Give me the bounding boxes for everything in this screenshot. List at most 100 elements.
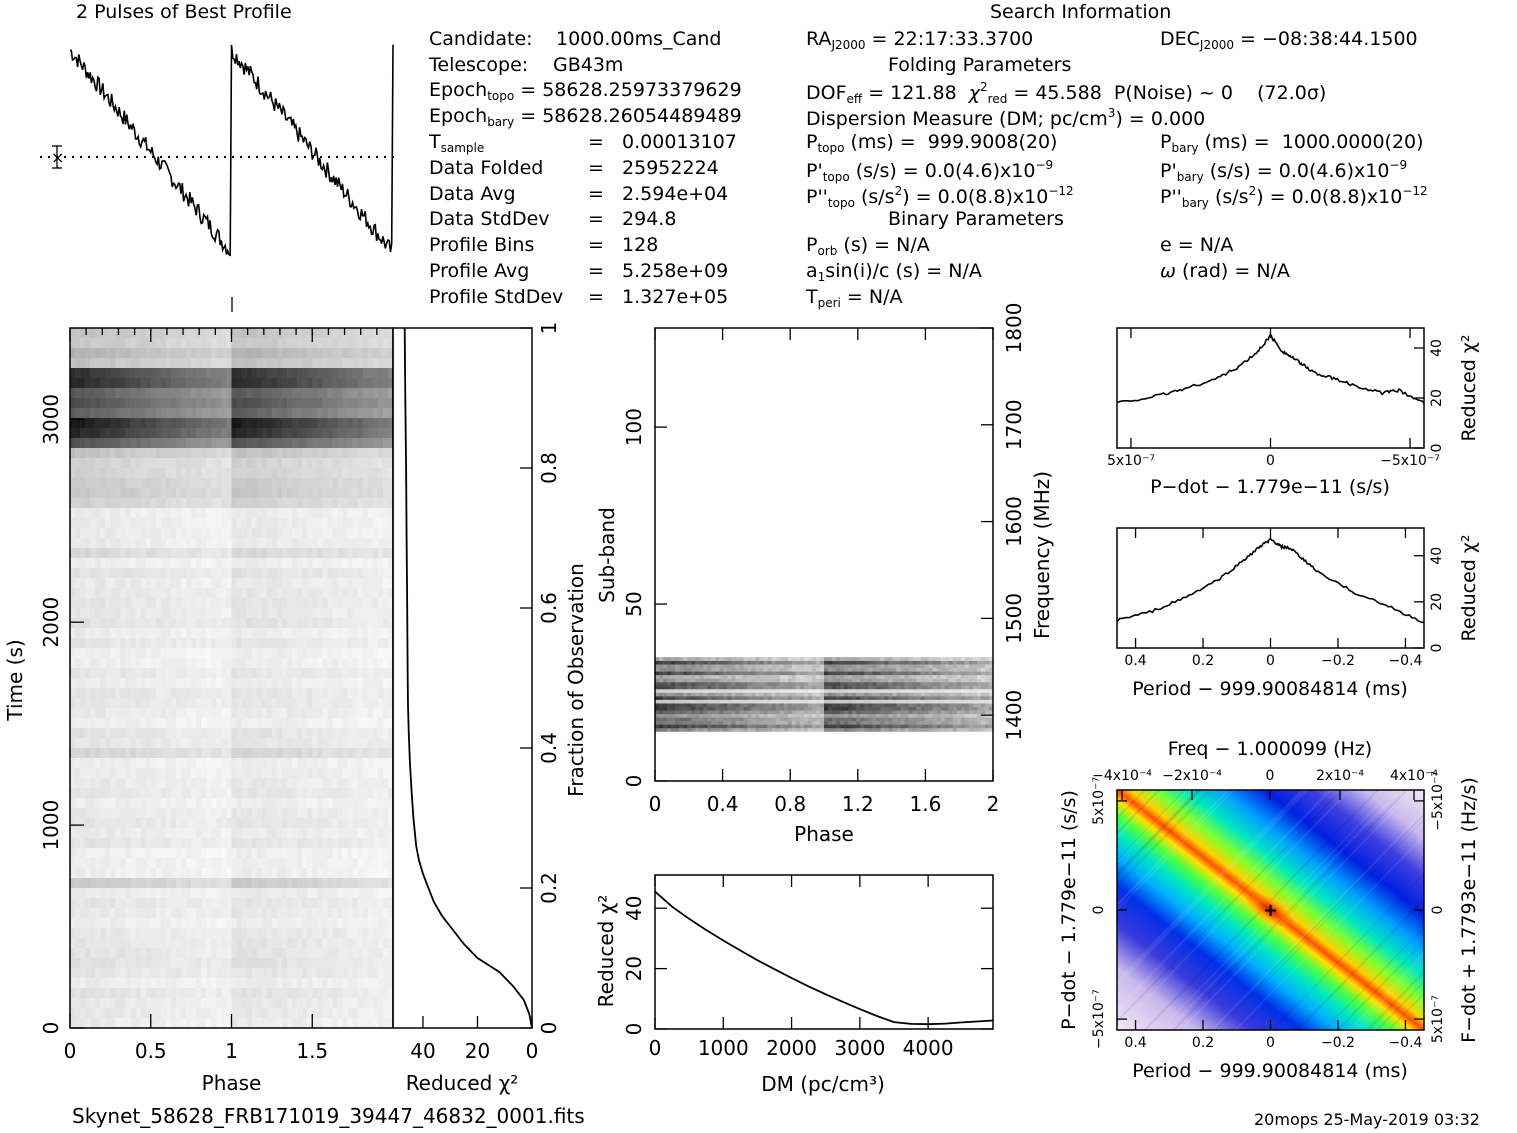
time-phase-cell xyxy=(221,378,227,389)
time-phase-cell xyxy=(261,658,268,669)
time-phase-cell xyxy=(115,758,121,769)
subband-cell xyxy=(791,720,797,725)
time-phase-cell xyxy=(155,408,162,419)
time-phase-cell xyxy=(191,918,197,929)
time-phase-cell xyxy=(105,698,111,709)
time-phase-cell xyxy=(271,708,278,719)
pd-topo-exp: −9 xyxy=(1035,158,1054,172)
time-phase-cell xyxy=(75,448,81,459)
time-phase-cell xyxy=(382,668,389,679)
time-phase-cell xyxy=(342,978,348,989)
time-phase-cell xyxy=(241,658,247,669)
time-phase-cell xyxy=(211,898,217,909)
time-phase-cell xyxy=(191,878,197,889)
time-phase-cell xyxy=(75,478,81,489)
time-phase-cell xyxy=(120,588,126,599)
time-phase-cell xyxy=(297,558,303,569)
time-phase-cell xyxy=(322,858,328,869)
time-phase-cell xyxy=(266,498,273,509)
time-phase-cell xyxy=(150,718,157,729)
time-phase-cell xyxy=(216,398,222,409)
time-phase-cell xyxy=(342,758,348,769)
subband-cell xyxy=(940,720,946,725)
time-phase-cell xyxy=(372,488,379,499)
time-phase-cell xyxy=(372,568,379,579)
time-phase-cell xyxy=(100,858,106,869)
subband-cell xyxy=(988,717,994,722)
time-phase-cell xyxy=(226,518,232,529)
time-phase-cell xyxy=(165,828,172,839)
time-phase-cell xyxy=(85,438,91,449)
time-phase-cell xyxy=(175,808,182,819)
time-phase-cell xyxy=(226,468,232,479)
time-phase-cell xyxy=(130,388,136,399)
time-phase-cell xyxy=(85,948,91,959)
time-phase-cell xyxy=(191,648,197,659)
time-phase-cell xyxy=(236,688,242,699)
time-phase-cell xyxy=(276,638,283,649)
time-phase-cell xyxy=(186,518,192,529)
time-phase-cell xyxy=(236,698,242,709)
time-phase-cell xyxy=(191,428,197,439)
time-phase-cell xyxy=(352,418,358,429)
time-phase-cell xyxy=(241,498,247,509)
time-phase-cell xyxy=(236,338,242,349)
time-phase-cell xyxy=(357,718,364,729)
time-phase-cell xyxy=(191,508,197,519)
p-orb-value: N/A xyxy=(896,234,930,256)
time-phase-cell xyxy=(357,638,364,649)
time-phase-x-tick-label: 0 xyxy=(64,1039,77,1063)
time-phase-cell xyxy=(261,808,268,819)
time-phase-cell xyxy=(211,838,217,849)
time-phase-cell xyxy=(251,838,258,849)
time-phase-cell xyxy=(201,528,207,539)
time-phase-cell xyxy=(170,698,177,709)
time-phase-cell xyxy=(100,498,106,509)
time-phase-cell xyxy=(347,658,353,669)
subband-cell xyxy=(916,717,921,722)
time-phase-cell xyxy=(165,528,172,539)
subband-cell xyxy=(711,713,716,718)
time-phase-cell xyxy=(90,728,96,739)
subband-cell xyxy=(667,717,672,722)
time-phase-cell xyxy=(196,368,202,379)
time-phase-cell xyxy=(175,948,182,959)
time-phase-cell xyxy=(140,778,147,789)
time-phase-cell xyxy=(70,968,76,979)
time-phase-cell xyxy=(125,648,131,659)
subband-cell xyxy=(807,724,813,729)
time-phase-cell xyxy=(342,958,348,969)
time-chi2-y-tick-label: 0.2 xyxy=(537,872,561,904)
subband-cell xyxy=(920,720,925,725)
time-phase-cell xyxy=(332,378,338,389)
time-phase-cell xyxy=(221,858,227,869)
time-phase-cell xyxy=(206,778,212,789)
time-phase-cell xyxy=(211,598,217,609)
time-phase-cell xyxy=(135,588,141,599)
time-phase-cell xyxy=(271,918,278,929)
time-phase-cell xyxy=(70,798,76,809)
subband-cell xyxy=(836,724,841,729)
time-phase-cell xyxy=(266,528,273,539)
time-phase-cell xyxy=(352,388,358,399)
time-phase-cell xyxy=(125,778,131,789)
time-phase-cell xyxy=(241,978,247,989)
time-phase-cell xyxy=(387,458,394,469)
time-phase-cell xyxy=(165,958,172,969)
time-phase-cell xyxy=(165,788,172,799)
time-phase-cell xyxy=(175,508,182,519)
time-phase-cell xyxy=(145,328,152,339)
time-phase-cell xyxy=(145,1008,152,1019)
time-phase-cell xyxy=(95,398,101,409)
subband-cell xyxy=(727,724,732,729)
time-phase-cell xyxy=(352,868,358,879)
time-phase-cell xyxy=(115,928,121,939)
time-phase-cell xyxy=(357,578,364,589)
time-phase-cell xyxy=(312,498,318,509)
t-sample-number: 0.00013107 xyxy=(622,131,737,153)
time-phase-cell xyxy=(120,678,126,689)
time-phase-cell xyxy=(317,858,323,869)
time-phase-cell xyxy=(80,568,86,579)
time-phase-cell xyxy=(140,938,147,949)
time-phase-cell xyxy=(327,598,333,609)
